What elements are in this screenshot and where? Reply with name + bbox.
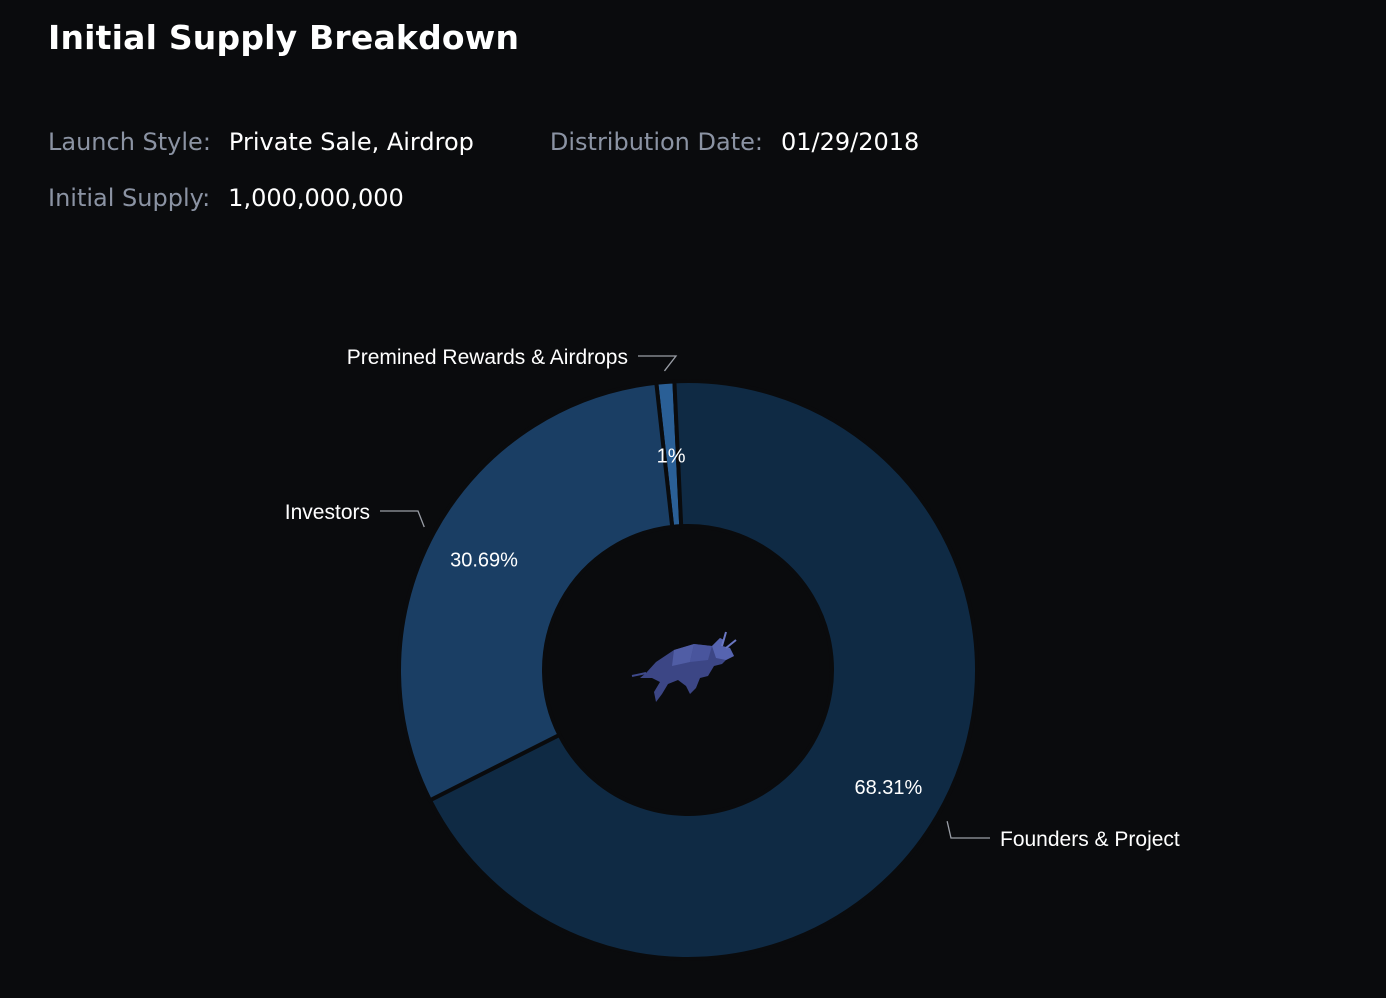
- slice-percent-label: 30.69%: [450, 549, 518, 571]
- launch-style-label: Launch Style:: [48, 128, 211, 156]
- donut-slices: [397, 379, 979, 961]
- slice-category-label: Investors: [285, 501, 370, 524]
- slice-percent-label: 68.31%: [854, 777, 922, 799]
- initial-supply-value: 1,000,000,000: [228, 184, 404, 212]
- bull-icon: [631, 631, 737, 702]
- launch-style-value: Private Sale, Airdrop: [228, 128, 474, 156]
- slice-labels: 1% Premined Rewards & Airdrops 68.31% Found…: [285, 346, 1180, 851]
- slice-category-label: Premined Rewards & Airdrops: [347, 346, 628, 369]
- meta-row-supply: Initial Supply: 1,000,000,000: [48, 184, 404, 212]
- leader-line: [380, 510, 425, 528]
- leader-lines: [380, 355, 990, 839]
- donut-slice-founders-project[interactable]: [428, 379, 979, 961]
- distribution-date-label: Distribution Date:: [549, 128, 763, 156]
- slice-category-label: Founders & Project: [1000, 828, 1180, 851]
- leader-line: [638, 355, 678, 372]
- leader-line: [946, 821, 990, 839]
- slice-percent-label: 1%: [657, 446, 686, 468]
- meta-row-launch: Launch Style: Private Sale, Airdrop Dist…: [48, 128, 919, 156]
- distribution-date-value: 01/29/2018: [780, 128, 920, 156]
- initial-supply-label: Initial Supply:: [48, 184, 211, 212]
- page-title: Initial Supply Breakdown: [48, 18, 520, 57]
- donut-slice-investors[interactable]: [397, 380, 675, 803]
